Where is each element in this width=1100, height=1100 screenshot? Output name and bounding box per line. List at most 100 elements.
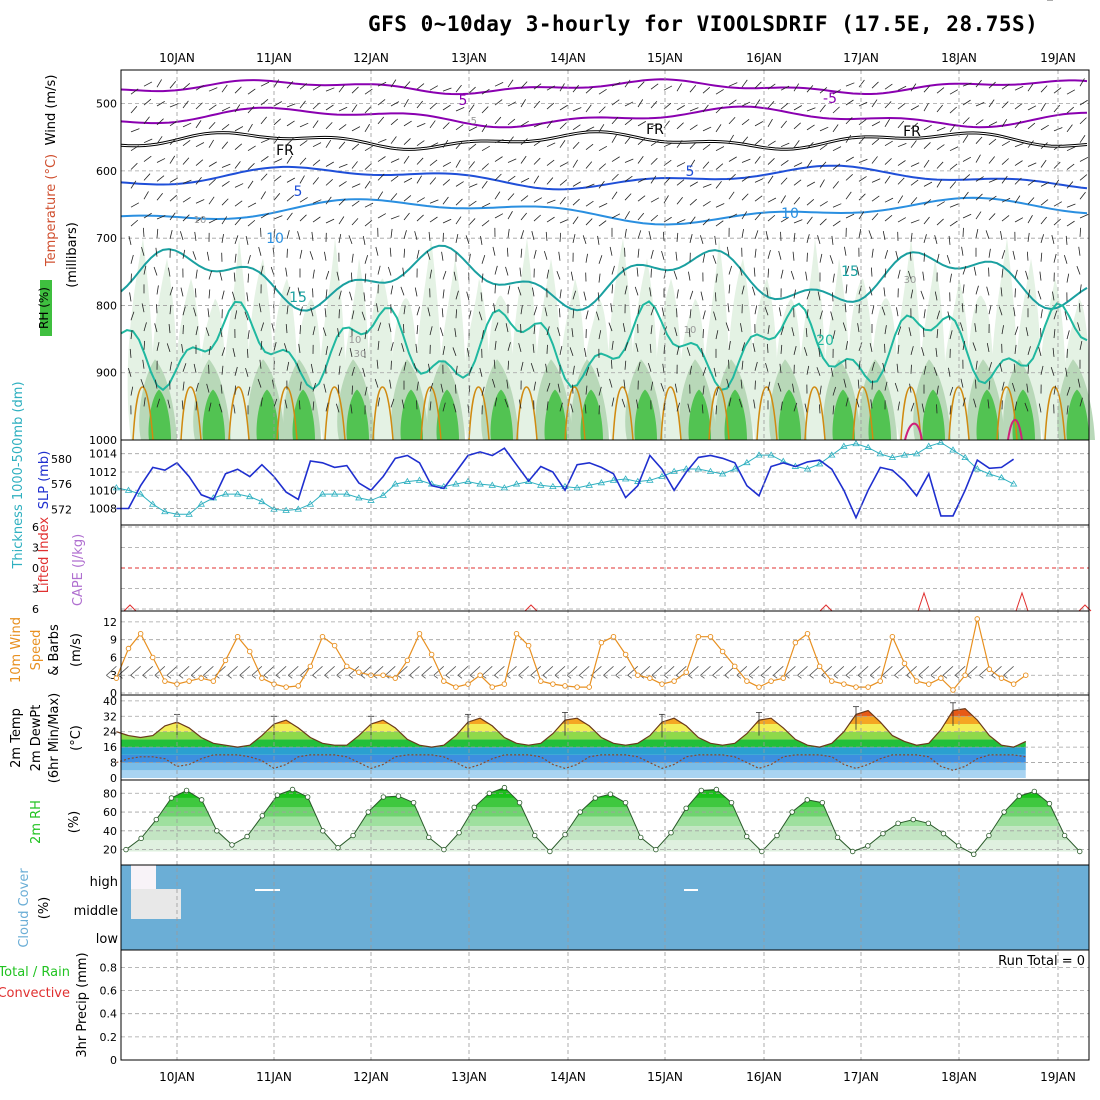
wind-barb [182,100,189,109]
wind-barb [572,141,580,149]
wind-barb [494,397,498,407]
contour-warm [372,386,394,441]
wind-barb [481,220,490,227]
wind-barb [286,305,289,315]
wind-barb [740,323,743,333]
rh-tick-label: 80 [103,787,117,800]
wind-barb [442,104,451,111]
wind-barb [480,292,483,302]
wind-barb [767,83,776,90]
wind-barb [702,310,706,320]
wind-barb [793,197,801,205]
wind-barb [390,342,394,351]
wind-barb [663,344,666,354]
wind-barb [780,269,784,279]
wind-barb [206,251,210,261]
wind-barb [1027,83,1034,92]
wind-barb [142,227,145,237]
wind-barb [208,104,217,111]
wind-barb [1027,179,1036,186]
thickness-point [985,470,994,477]
wind-barb [260,116,267,125]
wind-barb [156,158,166,163]
rh-point [350,832,356,839]
wind-barb [611,284,614,294]
wind-barb [273,193,281,201]
wind-barb [208,121,216,130]
wind-barb [455,106,465,112]
wind-barb-flag [918,675,923,679]
wind-speed-point [926,681,932,687]
wind-barb [728,284,731,294]
cloud-level-high: high [90,875,118,890]
wind-barb [910,105,920,111]
wind-barb [193,363,197,373]
wind-barb [624,136,631,144]
wind-barb [1001,250,1006,259]
wind-barb [414,231,418,240]
wind-barb [624,193,632,201]
wind-barb [427,307,431,317]
contour-warm [564,386,586,441]
wind-barb-10m [397,666,408,676]
wind-barb [156,215,166,220]
wind-barb [624,285,628,295]
wind-barb [674,383,678,393]
wind-barb [949,89,958,95]
wind-speed-point [222,657,229,664]
wind-barb [1053,87,1062,94]
li-tick-label: 6 [32,603,39,616]
wind-barb-flag [469,675,475,679]
wind-barb [455,198,463,206]
wind-speed-point [162,678,168,684]
wind-barb [208,196,215,205]
wind-barb [598,88,607,95]
wind-barb [247,106,255,114]
wind-barb [270,266,275,276]
wind-barb-10m [421,666,432,676]
vertical-gridlines [176,70,1059,1060]
wind-barb [558,308,561,318]
wind-barb [637,361,641,371]
wind-speed-line [115,618,1027,691]
wind-barb [351,183,361,188]
wind-barb [1038,403,1042,413]
wind-barb [156,192,163,201]
panel-frame [120,949,1090,1061]
rh-point [819,799,826,806]
wind-barb [520,155,527,164]
wind-barb [637,195,646,202]
wind-speed-point [829,678,835,684]
wind-barb [143,397,146,407]
panel-frames [120,69,1090,1061]
wind-barb-10m [251,666,263,676]
wind-barb [413,363,418,372]
cloud-level-middle: middle [74,904,118,919]
wind-barb [806,309,809,319]
wind-barb [1012,250,1016,260]
wind-barb [143,340,146,350]
wind-barb [234,104,241,113]
pressure-tick-label: 500 [96,98,117,111]
wind-barb [153,266,158,276]
wind-speed-point [1010,681,1017,687]
thickness-point [379,491,387,498]
wind-barb [988,156,995,164]
wind-barb [299,325,302,335]
thickness-point [706,467,715,474]
wind-barb [1000,230,1003,240]
wind-barb [546,401,549,411]
wind-barb [546,159,555,166]
wind-barb [728,99,737,106]
wind-barb [609,378,613,388]
wind-barb [143,322,147,332]
temp-tick-label: 32 [103,710,117,723]
wind-barb [660,382,665,392]
wind-barb-10m [142,666,154,676]
wind-speed-point [635,672,641,678]
wind-barb [818,404,821,414]
wind-barb [712,255,717,264]
date-label-bottom: 19JAN [1040,1070,1076,1084]
wind-barb [882,362,886,372]
wind-barb [273,158,283,163]
